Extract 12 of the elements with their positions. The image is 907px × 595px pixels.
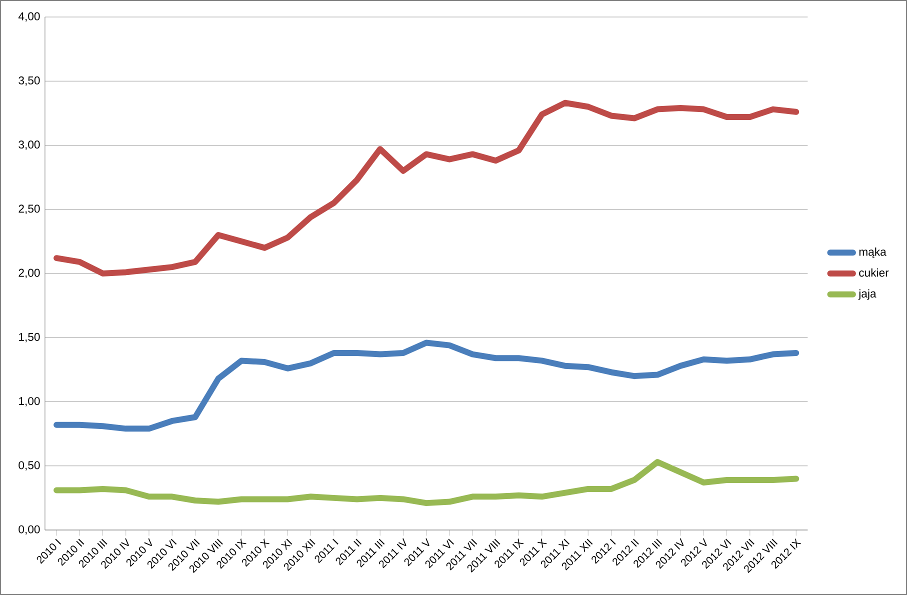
y-tick-label: 4,00 (18, 12, 40, 22)
legend-label: mąka (859, 248, 886, 258)
y-tick-label: 1,50 (19, 332, 40, 342)
legend-label: jaja (858, 289, 876, 300)
y-tick-label: 1,00 (19, 397, 40, 406)
y-tick-label: 3,50 (18, 76, 40, 86)
legend-label: cukier (859, 268, 889, 277)
y-tick-label: 0,50 (18, 461, 40, 471)
y-tick-label: 2,00 (18, 268, 40, 278)
y-tick-label: 0,00 (18, 525, 40, 535)
y-tick-label: 3,00 (18, 140, 40, 150)
y-tick-label: 2,50 (18, 204, 40, 214)
